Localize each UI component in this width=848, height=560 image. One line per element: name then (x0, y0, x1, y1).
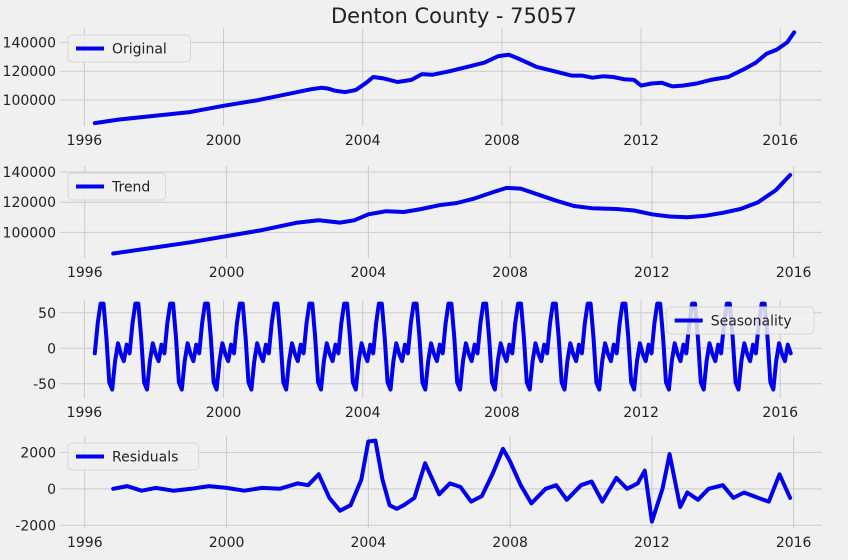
x-tick-label: 1996 (67, 265, 103, 281)
series-line (111, 438, 793, 524)
x-tick-label: 2016 (762, 133, 798, 149)
legend-box (666, 306, 815, 335)
y-tick-label: 0 (47, 482, 56, 498)
legend-label: Trend (111, 180, 150, 196)
panel-original: 1996 2000 2004 2008 2012 2016 100000 120000 1400… (3, 28, 822, 149)
y-tick-label: 100000 (3, 93, 56, 109)
legend-box (67, 172, 166, 201)
x-tick-label: 2016 (776, 265, 812, 281)
x-tick-label: 2004 (351, 265, 387, 281)
series-line (111, 173, 793, 256)
x-tick-label: 2008 (492, 535, 528, 551)
y-tick-label: 140000 (3, 35, 56, 51)
y-tick-label: 140000 (3, 165, 56, 181)
panel-trend: 1996 2000 2004 2008 2012 2016 100000 120000 1400… (3, 165, 822, 281)
panel-seasonality: 1996 2000 2004 2008 2012 2016 -50 0 50 Seasonalit… (33, 300, 822, 421)
y-tick-label: 50 (38, 306, 56, 322)
y-tick-label: 100000 (3, 225, 56, 241)
x-tick-label: 1996 (67, 535, 103, 551)
x-tick-label: 2008 (484, 133, 520, 149)
x-tick-label: 2016 (762, 405, 798, 421)
x-tick-label: 2008 (492, 265, 528, 281)
x-tick-label: 2012 (623, 405, 659, 421)
x-tick-label: 2004 (345, 405, 381, 421)
x-tick-label: 2004 (351, 535, 387, 551)
x-tick-label: 2012 (634, 535, 670, 551)
y-tick-label: 120000 (3, 64, 56, 80)
y-tick-label: 2000 (20, 445, 56, 461)
x-tick-label: 2000 (206, 405, 242, 421)
legend-box (67, 34, 191, 63)
legend-label: Seasonality (711, 314, 792, 330)
y-tick-label: 120000 (3, 195, 56, 211)
x-tick-label: 1996 (67, 405, 103, 421)
x-tick-label: 2012 (634, 265, 670, 281)
legend-box (67, 442, 200, 471)
panel-residuals: 1996 2000 2004 2008 2012 2016 -2000 0 2000 Residu… (15, 436, 822, 551)
x-tick-label: 2012 (623, 133, 659, 149)
x-tick-label: 2000 (206, 133, 242, 149)
x-tick-label: 1996 (67, 133, 103, 149)
series-line (92, 301, 793, 392)
x-tick-label: 2000 (209, 265, 245, 281)
y-tick-label: 0 (47, 341, 56, 357)
x-tick-label: 2016 (776, 535, 812, 551)
legend-label: Original (112, 42, 167, 58)
figure-title: Denton County - 75057 (331, 4, 577, 28)
legend-label: Residuals (112, 450, 178, 466)
y-tick-label: -50 (33, 377, 56, 393)
x-tick-label: 2004 (345, 133, 381, 149)
x-tick-label: 2008 (484, 405, 520, 421)
x-tick-label: 2000 (209, 535, 245, 551)
series-line (92, 30, 797, 126)
y-tick-label: -2000 (15, 518, 56, 534)
